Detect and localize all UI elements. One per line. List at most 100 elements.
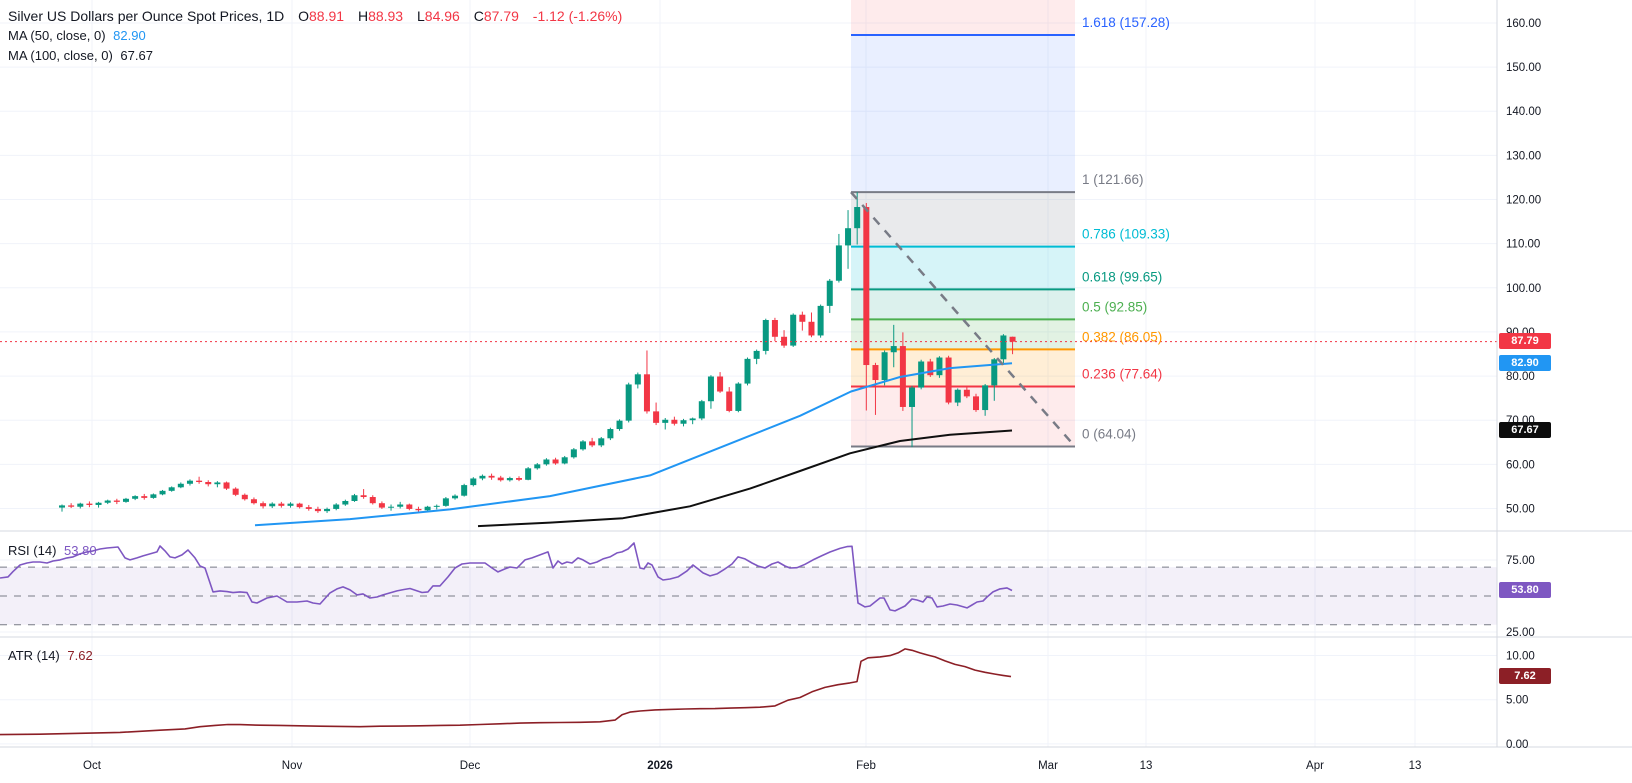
candle-body (406, 504, 413, 509)
price-tick-label: 75.00 (1506, 555, 1535, 567)
candle-body (461, 485, 468, 496)
ma100-legend[interactable]: MA (100, close, 0) 67.67 (8, 46, 153, 66)
price-tick-label: 120.00 (1506, 195, 1541, 207)
fib-level-label: 1.618 (157.28) (1082, 15, 1170, 30)
close-label: C (473, 8, 484, 24)
time-tick-label: Oct (83, 760, 102, 772)
fib-band (851, 0, 1075, 35)
candle-body (470, 478, 477, 486)
candle-body (643, 374, 650, 412)
candle-body (689, 418, 696, 421)
candle-body (570, 449, 577, 458)
candle-body (59, 505, 65, 508)
candle-body (753, 350, 760, 359)
price-tick-label: 100.00 (1506, 283, 1541, 295)
candle-body (122, 498, 129, 502)
price-tick-label: 160.00 (1506, 18, 1541, 30)
candle-body (278, 503, 285, 506)
candle-body (726, 391, 733, 411)
candle-body (534, 464, 541, 469)
rsi-value: 53.80 (64, 543, 97, 558)
candle-body (479, 475, 486, 479)
candle-body (397, 504, 404, 507)
last-price-badge: 87.79 (1499, 333, 1551, 350)
candle-body (963, 389, 970, 397)
series-legend[interactable]: Silver US Dollars per Ounce Spot Prices,… (8, 6, 622, 26)
candle-body (260, 503, 267, 507)
ma50-legend[interactable]: MA (50, close, 0) 82.90 (8, 26, 146, 46)
rsi-legend[interactable]: RSI (14) 53.80 (8, 543, 97, 558)
candle-body (909, 387, 916, 407)
fib-level-label: 1 (121.66) (1082, 172, 1144, 187)
candle-body (954, 389, 961, 403)
fib-level-label: 0 (64.04) (1082, 427, 1136, 442)
time-tick-label: Feb (856, 760, 876, 772)
candle-body (707, 376, 714, 402)
time-tick-label: 2026 (647, 760, 673, 772)
fib-band (851, 246, 1075, 290)
atr-value: 7.62 (67, 648, 93, 663)
candle-body (561, 457, 568, 464)
close-value: 87.79 (483, 8, 519, 24)
ma100-value: 67.67 (120, 48, 153, 63)
candle-body (360, 495, 367, 498)
candle-body (616, 420, 623, 430)
fib-band (851, 192, 1075, 247)
candle-body (205, 482, 212, 485)
candle-body (854, 207, 861, 229)
atr-legend[interactable]: ATR (14) 7.62 (8, 648, 93, 663)
candle-body (168, 487, 175, 491)
price-scale[interactable]: 160.00 150.00 140.00 130.00 120.00 110.00 100.… (1506, 18, 1541, 751)
candle-body (232, 488, 239, 495)
price-tick-label: 140.00 (1506, 106, 1541, 118)
candle-body (927, 361, 934, 376)
fib-level-label: 0.618 (99.65) (1082, 269, 1162, 284)
candle-body (762, 320, 769, 351)
candle-body (653, 411, 660, 423)
price-tick-label: 10.00 (1506, 651, 1535, 663)
candle-body (671, 419, 678, 424)
fib-level-label: 0.382 (86.05) (1082, 329, 1162, 344)
price-tick-label: 80.00 (1506, 371, 1535, 383)
ma50-label: MA (50, close, 0) (8, 28, 106, 43)
atr-line (0, 648, 1012, 736)
candle-body (324, 508, 331, 512)
candle-body (378, 503, 385, 508)
candle-body (506, 478, 513, 481)
candle-body (1009, 336, 1016, 342)
candle-body (634, 374, 641, 385)
candle-body (86, 503, 93, 505)
price-tick-label: 25.00 (1506, 627, 1535, 639)
price-tick-label: 50.00 (1506, 503, 1535, 515)
candle-body (388, 506, 395, 508)
candle-body (872, 365, 879, 381)
change-value: -1.12 (-1.26%) (532, 8, 623, 24)
candle-body (77, 503, 84, 507)
candle-body (607, 429, 614, 439)
time-tick-label: Nov (282, 760, 303, 772)
candle-body (680, 420, 687, 424)
candle-body (991, 359, 998, 386)
fib-level-label: 0.5 (92.85) (1082, 299, 1147, 314)
candle-body (516, 478, 522, 480)
candle-body (442, 498, 449, 506)
candle-body (662, 419, 669, 423)
ma50-badge: 82.90 (1499, 354, 1551, 371)
ma100-badge: 67.67 (1499, 421, 1551, 438)
candle-body (250, 499, 257, 504)
candle-body (452, 495, 459, 499)
candle-body (543, 459, 550, 465)
candle-body (936, 357, 943, 376)
candle-body (241, 494, 248, 500)
candle-body (579, 441, 586, 450)
candle-body (698, 401, 705, 419)
price-tick-label: 130.00 (1506, 150, 1541, 162)
ma100-label: MA (100, close, 0) (8, 48, 113, 63)
candle-body (945, 357, 952, 403)
candle-body (973, 396, 979, 411)
candle-body (918, 361, 925, 388)
time-scale[interactable]: Oct Nov Dec 2026 Feb Mar 13 Apr 13 (83, 760, 1421, 772)
candle-body (598, 438, 605, 446)
